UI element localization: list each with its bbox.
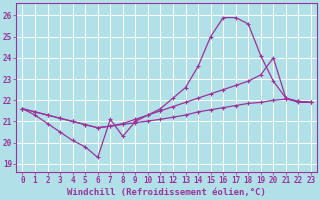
- X-axis label: Windchill (Refroidissement éolien,°C): Windchill (Refroidissement éolien,°C): [67, 188, 266, 197]
